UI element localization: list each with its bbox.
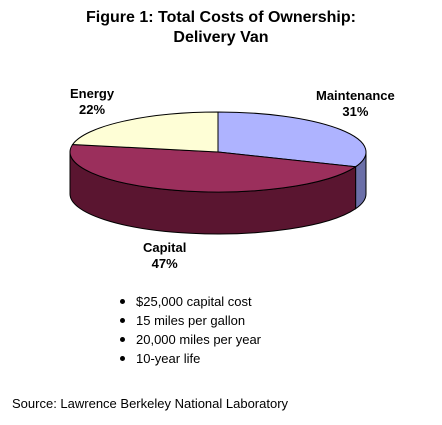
list-item: 20,000 miles per year xyxy=(118,330,261,349)
chart-title: Figure 1: Total Costs of Ownership: Deli… xyxy=(0,8,442,48)
chart-title-line-2: Delivery Van xyxy=(173,29,269,46)
pie-chart xyxy=(69,111,367,235)
label-maintenance-name: Maintenance xyxy=(316,88,395,103)
label-capital-value: 47% xyxy=(151,256,178,271)
chart-title-line-1: Figure 1: Total Costs of Ownership: xyxy=(86,9,356,26)
label-energy-name: Energy xyxy=(70,86,115,101)
label-energy: Energy 22% xyxy=(70,86,114,118)
pie-slice-energy xyxy=(71,111,219,153)
label-capital-name: Capital xyxy=(143,240,187,255)
label-maintenance: Maintenance 31% xyxy=(316,88,395,120)
label-capital: Capital 47% xyxy=(143,240,186,272)
list-item: 15 miles per gallon xyxy=(118,311,261,330)
source-note: Source: Lawrence Berkeley National Labor… xyxy=(12,396,289,411)
pie-slice-capital xyxy=(69,143,358,193)
list-item: 10-year life xyxy=(118,349,261,368)
list-item: $25,000 capital cost xyxy=(118,292,261,311)
label-maintenance-value: 31% xyxy=(342,104,369,119)
label-energy-value: 22% xyxy=(79,102,106,117)
pie-tops xyxy=(69,111,367,193)
pie-slice-maintenance xyxy=(217,111,367,168)
assumptions-list: $25,000 capital cost 15 miles per gallon… xyxy=(118,292,261,368)
